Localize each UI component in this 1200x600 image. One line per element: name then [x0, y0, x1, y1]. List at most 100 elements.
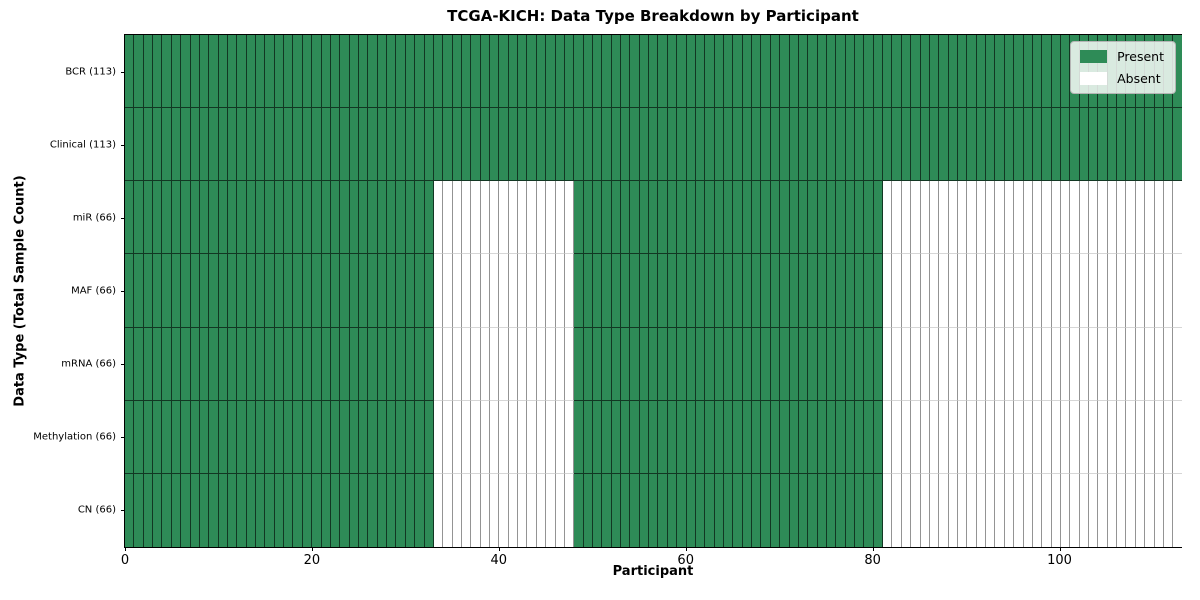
heatmap-cell: [1032, 181, 1043, 255]
heatmap-cell: [808, 327, 818, 401]
heatmap-cell: [546, 473, 556, 547]
heatmap-cell: [1089, 327, 1099, 401]
heatmap-cell: [845, 327, 856, 401]
heatmap-cell: [1042, 181, 1052, 255]
heatmap-cell: [452, 108, 462, 182]
heatmap-cell: [724, 400, 734, 474]
heatmap-cell: [948, 108, 958, 182]
heatmap-cell: [667, 35, 678, 109]
heatmap-cell: [1126, 400, 1136, 474]
heatmap-cell: [770, 108, 781, 182]
heatmap-cell: [957, 35, 968, 109]
heatmap-cell: [939, 327, 949, 401]
x-tick-mark: [872, 547, 874, 551]
heatmap-cell: [1023, 254, 1033, 328]
heatmap-cell: [1051, 35, 1061, 109]
heatmap-cell: [1070, 108, 1080, 182]
heatmap-cell: [312, 254, 322, 328]
heatmap-row: [125, 35, 1182, 109]
heatmap-cell: [592, 254, 603, 328]
heatmap-cell: [125, 254, 135, 328]
heatmap-cell: [555, 327, 565, 401]
heatmap-cell: [340, 181, 350, 255]
heatmap-cell: [190, 35, 200, 109]
heatmap-cell: [836, 35, 846, 109]
heatmap-cell: [583, 254, 593, 328]
heatmap-cell: [780, 108, 790, 182]
heatmap-cell: [1079, 254, 1090, 328]
heatmap-cell: [939, 254, 949, 328]
heatmap-cell: [162, 108, 172, 182]
heatmap-cell: [1004, 35, 1015, 109]
heatmap-cell: [546, 35, 556, 109]
heatmap-cell: [218, 108, 228, 182]
heatmap-cell: [490, 473, 500, 547]
heatmap-cell: [237, 181, 247, 255]
heatmap-cell: [415, 181, 425, 255]
heatmap-cell: [424, 35, 434, 109]
heatmap-cell: [134, 108, 144, 182]
heatmap-cell: [162, 35, 172, 109]
heatmap-cell: [536, 254, 547, 328]
heatmap-cell: [405, 400, 416, 474]
heatmap-cell: [939, 400, 949, 474]
heatmap-cell: [808, 473, 818, 547]
legend-label: Absent: [1117, 71, 1161, 86]
heatmap-cell: [518, 254, 528, 328]
heatmap-cell: [1023, 108, 1033, 182]
heatmap-cell: [808, 181, 818, 255]
heatmap-cell: [536, 400, 547, 474]
heatmap-cell: [592, 327, 603, 401]
heatmap-cell: [1126, 181, 1136, 255]
heatmap-cell: [461, 35, 472, 109]
heatmap-cell: [770, 35, 781, 109]
heatmap-cell: [387, 400, 397, 474]
heatmap-cell: [1014, 473, 1024, 547]
heatmap-cell: [209, 181, 219, 255]
heatmap-cell: [405, 108, 416, 182]
heatmap-cell: [1051, 254, 1061, 328]
heatmap-cell: [695, 35, 706, 109]
heatmap-cell: [695, 254, 706, 328]
heatmap-cell: [162, 327, 172, 401]
heatmap-cell: [855, 400, 865, 474]
heatmap-cell: [405, 181, 416, 255]
heatmap-cell: [284, 35, 294, 109]
heatmap-cell: [929, 327, 940, 401]
heatmap-cell: [986, 108, 996, 182]
heatmap-cell: [443, 473, 453, 547]
heatmap-cell: [190, 327, 200, 401]
heatmap-cell: [518, 400, 528, 474]
heatmap-cell: [358, 108, 369, 182]
heatmap-cell: [125, 35, 135, 109]
heatmap-cell: [602, 254, 612, 328]
heatmap-cell: [480, 35, 491, 109]
heatmap-cell: [649, 254, 659, 328]
heatmap-cell: [1135, 254, 1146, 328]
heatmap-cell: [817, 254, 827, 328]
heatmap-cell: [621, 400, 631, 474]
heatmap-cell: [855, 181, 865, 255]
heatmap-cell: [976, 108, 987, 182]
heatmap-cell: [639, 181, 650, 255]
heatmap-cell: [190, 400, 200, 474]
heatmap-cell: [911, 35, 921, 109]
heatmap-cell: [377, 473, 388, 547]
heatmap-cell: [349, 35, 359, 109]
heatmap-grid: [125, 35, 1182, 547]
heatmap-cell: [312, 473, 322, 547]
heatmap-cell: [826, 181, 837, 255]
heatmap-cell: [1070, 181, 1080, 255]
heatmap-cell: [199, 35, 210, 109]
heatmap-cell: [705, 473, 715, 547]
heatmap-cell: [181, 108, 191, 182]
heatmap-cell: [274, 400, 285, 474]
heatmap-cell: [274, 254, 285, 328]
heatmap-cell: [845, 181, 856, 255]
heatmap-cell: [1145, 181, 1155, 255]
heatmap-cell: [592, 35, 603, 109]
heatmap-cell: [265, 327, 275, 401]
heatmap-cell: [508, 108, 519, 182]
heatmap-cell: [209, 254, 219, 328]
heatmap-cell: [1098, 473, 1108, 547]
